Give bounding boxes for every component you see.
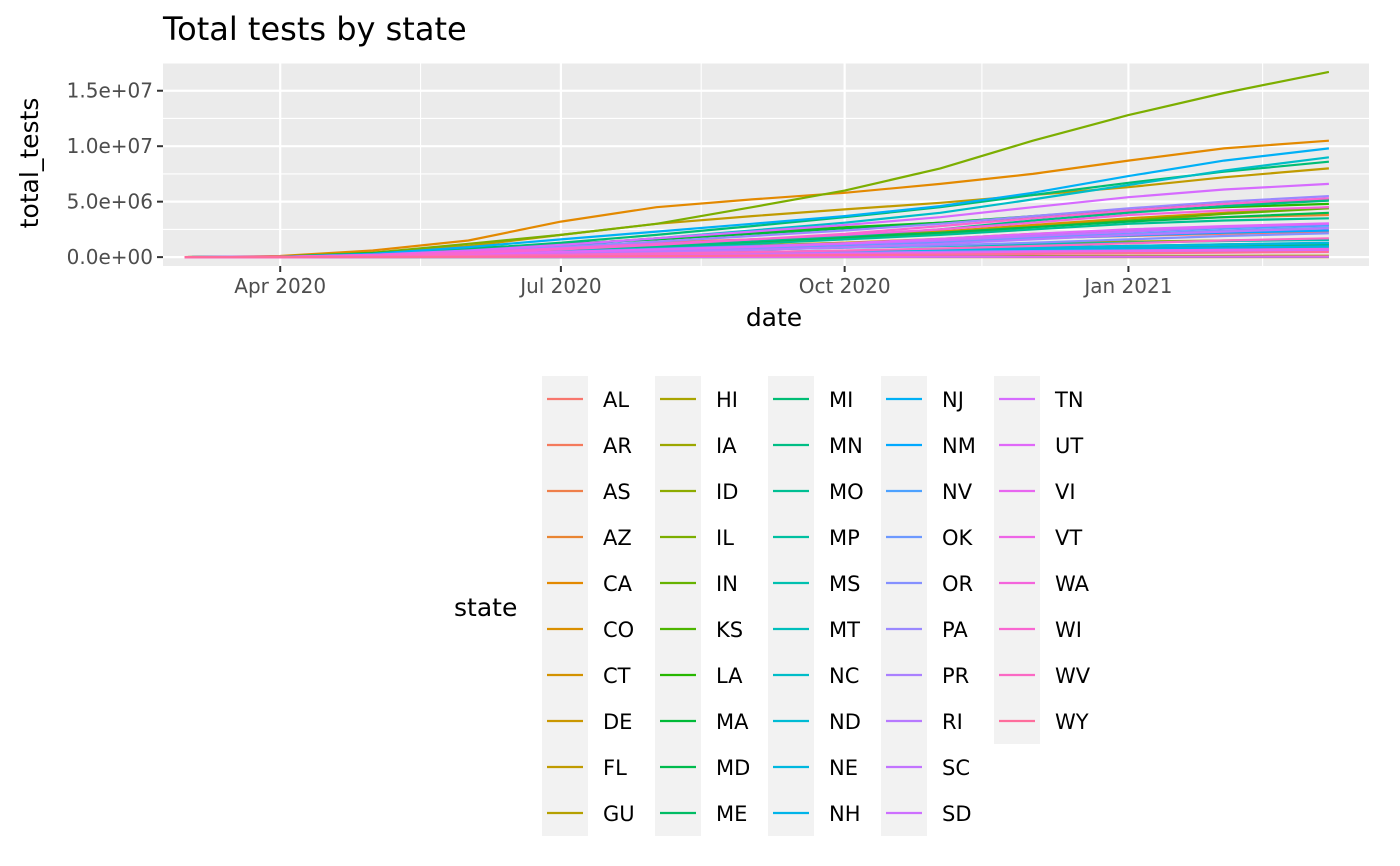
legend-label: OK bbox=[942, 526, 974, 550]
x-tick-label: Jan 2021 bbox=[1082, 274, 1172, 298]
y-tick-label: 5.0e+06 bbox=[67, 190, 153, 214]
legend-label: FL bbox=[603, 756, 627, 780]
legend-label: GU bbox=[603, 802, 635, 826]
legend-label: MI bbox=[829, 388, 853, 412]
legend-label: AS bbox=[603, 480, 631, 504]
legend-label: NC bbox=[829, 664, 859, 688]
series-line-wy bbox=[184, 250, 1329, 259]
legend-label: PR bbox=[942, 664, 969, 688]
y-axis-title: total_tests bbox=[15, 98, 44, 229]
legend-label: LA bbox=[716, 664, 743, 688]
series-line-ca bbox=[184, 139, 1329, 259]
x-axis: Apr 2020 Jul 2020 Oct 2020 Jan 2021 bbox=[234, 266, 1172, 298]
legend-label: AZ bbox=[603, 526, 632, 550]
legend-label: RI bbox=[942, 710, 963, 734]
legend-label: VT bbox=[1055, 526, 1082, 550]
legend-label: MN bbox=[829, 434, 863, 458]
legend: AL AR AS AZ CA CO CT DE FL GU HI IA ID IL IN KS LA MA MD ME… bbox=[542, 376, 1091, 836]
legend-label: NH bbox=[829, 802, 861, 826]
legend-label: UT bbox=[1055, 434, 1083, 458]
legend-label: VI bbox=[1055, 480, 1076, 504]
legend-label: KS bbox=[716, 618, 743, 642]
legend-label: MP bbox=[829, 526, 860, 550]
legend-label: MA bbox=[716, 710, 749, 734]
y-tick-label: 1.5e+07 bbox=[67, 79, 153, 103]
legend-label: ND bbox=[829, 710, 861, 734]
series-lines bbox=[184, 70, 1330, 259]
legend-label: SC bbox=[942, 756, 970, 780]
legend-label: IA bbox=[716, 434, 737, 458]
legend-label: TN bbox=[1054, 388, 1084, 412]
legend-label: HI bbox=[716, 388, 738, 412]
y-tick-label: 1.0e+07 bbox=[67, 134, 153, 158]
legend-label: NJ bbox=[942, 388, 964, 412]
legend-label: NE bbox=[829, 756, 858, 780]
legend-title: state bbox=[454, 593, 517, 622]
legend-label: CA bbox=[603, 572, 633, 596]
legend-label: ID bbox=[716, 480, 738, 504]
x-tick-label: Oct 2020 bbox=[799, 274, 891, 298]
legend-label: AR bbox=[603, 434, 632, 458]
legend-label: OR bbox=[942, 572, 973, 596]
x-axis-title: date bbox=[746, 303, 802, 332]
grid-minor bbox=[163, 62, 1369, 266]
legend-label: MS bbox=[829, 572, 860, 596]
legend-label: MD bbox=[716, 756, 750, 780]
legend-label: WV bbox=[1055, 664, 1091, 688]
legend-label: IL bbox=[716, 526, 734, 550]
legend-label: CT bbox=[603, 664, 631, 688]
legend-label: NM bbox=[942, 434, 976, 458]
legend-label: MO bbox=[829, 480, 864, 504]
legend-label: ME bbox=[716, 802, 747, 826]
legend-label: WY bbox=[1055, 710, 1089, 734]
y-tick-label: 0.0e+00 bbox=[67, 245, 153, 269]
legend-label: WA bbox=[1055, 572, 1090, 596]
legend-label: MT bbox=[829, 618, 860, 642]
y-axis: 0.0e+00 5.0e+06 1.0e+07 1.5e+07 bbox=[67, 79, 163, 269]
legend-label: DE bbox=[603, 710, 632, 734]
legend-label: CO bbox=[603, 618, 634, 642]
legend-label: AL bbox=[603, 388, 629, 412]
legend-label: NV bbox=[942, 480, 973, 504]
legend-label: IN bbox=[716, 572, 738, 596]
legend-label: SD bbox=[942, 802, 972, 826]
x-tick-label: Apr 2020 bbox=[234, 274, 326, 298]
legend-label: WI bbox=[1055, 618, 1082, 642]
legend-label: PA bbox=[942, 618, 968, 642]
chart-title: Total tests by state bbox=[162, 10, 467, 48]
x-tick-label: Jul 2020 bbox=[518, 274, 601, 298]
